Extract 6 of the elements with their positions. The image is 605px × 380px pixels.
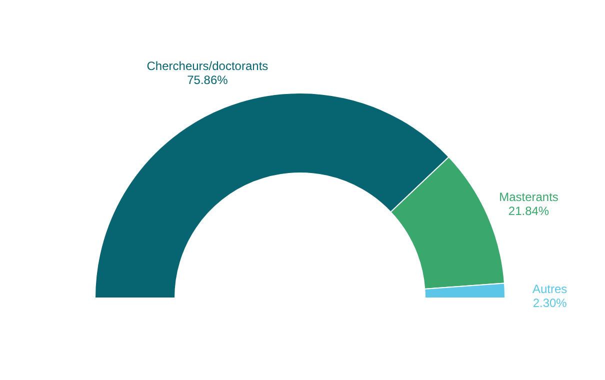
data-label: 21.84%: [508, 204, 550, 218]
data-label: 75.86%: [187, 72, 228, 87]
slice-label: Chercheurs/doctorants: [146, 58, 268, 73]
data-label: 2.30%: [532, 296, 568, 310]
slice-label: Autres: [532, 282, 568, 296]
slice-label: Masterants: [499, 190, 558, 204]
